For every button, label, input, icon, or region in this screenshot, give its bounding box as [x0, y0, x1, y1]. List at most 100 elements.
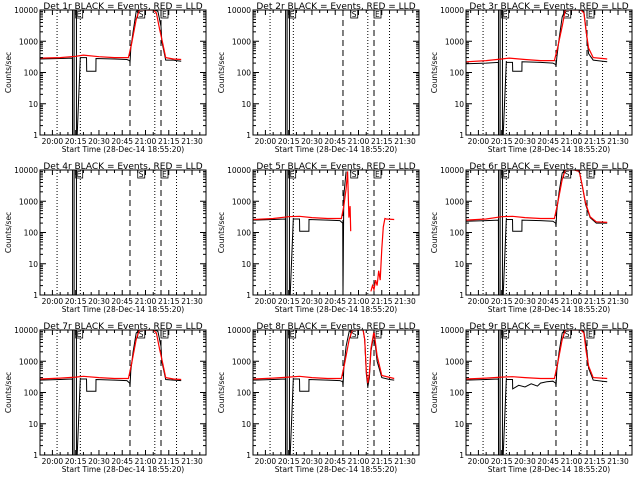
x-tick-label: 21:30 — [607, 457, 629, 466]
series-line-lld-2 — [370, 217, 395, 292]
y-tick-label: 1 — [33, 291, 38, 300]
y-tick-label: 1 — [459, 451, 464, 460]
x-tick-label: 20:30 — [514, 457, 536, 466]
flag-label: S — [352, 170, 357, 179]
y-tick-label: 10 — [241, 260, 251, 269]
x-tick-label: 21:00 — [561, 457, 583, 466]
x-tick-label: 21:00 — [348, 457, 370, 466]
x-axis-label: Start Time (28-Dec-14 18:55:20) — [275, 305, 397, 314]
x-tick-label: 20:45 — [537, 457, 559, 466]
x-axis-label: Start Time (28-Dec-14 18:55:20) — [275, 465, 397, 474]
x-tick-label: 21:00 — [135, 297, 157, 306]
x-tick-label: 20:45 — [537, 297, 559, 306]
flag-label: E — [77, 330, 82, 339]
x-tick-label: 20:15 — [491, 297, 513, 306]
y-tick-label: 10000 — [227, 166, 251, 175]
series-line-events-0 — [466, 170, 608, 295]
y-tick-label: 10 — [454, 100, 464, 109]
x-tick-label: 20:15 — [65, 297, 87, 306]
x-tick-label: 21:15 — [371, 297, 393, 306]
plot-frame — [39, 9, 207, 136]
y-tick-label: 10 — [28, 260, 38, 269]
flag-label: E — [162, 330, 167, 339]
x-tick-label: 21:30 — [607, 137, 629, 146]
y-tick-label: 1 — [33, 451, 38, 460]
y-tick-label: 10000 — [14, 166, 38, 175]
x-tick-label: 20:15 — [65, 137, 87, 146]
x-tick-label: 20:00 — [255, 457, 277, 466]
y-tick-label: 1 — [459, 131, 464, 140]
flag-label: E — [77, 10, 82, 19]
panel-title: Det 4r BLACK = Events, RED = LLD — [43, 162, 202, 172]
panel-title: Det 5r BLACK = Events, RED = LLD — [256, 162, 415, 172]
flag-label: E — [77, 170, 82, 179]
flag-label: E — [162, 170, 167, 179]
x-tick-label: 20:45 — [111, 137, 133, 146]
y-tick-label: 10 — [241, 420, 251, 429]
y-tick-label: 100 — [24, 389, 39, 398]
panel-title: Det 3r BLACK = Events, RED = LLD — [469, 2, 628, 12]
flag-label: S — [352, 10, 357, 19]
x-tick-label: 20:15 — [65, 457, 87, 466]
y-tick-label: 10000 — [440, 166, 464, 175]
y-tick-label: 1000 — [445, 197, 464, 206]
y-tick-label: 1 — [33, 131, 38, 140]
plot-frame — [39, 329, 207, 456]
x-tick-label: 21:15 — [584, 137, 606, 146]
y-tick-label: 1000 — [19, 197, 38, 206]
panel-title: Det 9r BLACK = Events, RED = LLD — [469, 322, 628, 332]
x-tick-label: 20:15 — [491, 137, 513, 146]
x-tick-label: 21:30 — [181, 137, 203, 146]
x-tick-label: 21:15 — [158, 457, 180, 466]
x-tick-label: 21:00 — [561, 137, 583, 146]
x-tick-label: 20:45 — [324, 137, 346, 146]
x-tick-label: 20:45 — [537, 137, 559, 146]
x-axis-label: Start Time (28-Dec-14 18:55:20) — [488, 465, 610, 474]
y-tick-label: 10000 — [14, 326, 38, 335]
x-tick-label: 20:00 — [468, 457, 490, 466]
series-line-events-0 — [253, 171, 347, 295]
plot-frame — [465, 9, 633, 136]
y-tick-label: 100 — [237, 389, 252, 398]
flag-label: E — [588, 170, 593, 179]
x-tick-label: 20:15 — [278, 137, 300, 146]
y-axis-label: Counts/sec — [217, 212, 226, 253]
x-axis-label: Start Time (28-Dec-14 18:55:20) — [488, 305, 610, 314]
flag-label: E — [290, 170, 295, 179]
y-axis-label: Counts/sec — [217, 52, 226, 93]
x-axis-label: Start Time (28-Dec-14 18:55:20) — [62, 305, 184, 314]
panel-title: Det 2r BLACK = Events, RED = LLD — [256, 2, 415, 12]
flag-label: E — [375, 330, 380, 339]
flag-label: S — [565, 330, 570, 339]
x-tick-label: 21:30 — [394, 457, 416, 466]
y-tick-label: 100 — [24, 229, 39, 238]
x-tick-label: 21:00 — [348, 137, 370, 146]
x-tick-label: 20:00 — [42, 137, 64, 146]
x-tick-label: 20:15 — [278, 297, 300, 306]
flag-label: E — [503, 10, 508, 19]
y-tick-label: 10 — [28, 100, 38, 109]
y-tick-label: 100 — [450, 229, 465, 238]
y-tick-label: 1 — [246, 291, 251, 300]
series-line-lld-1 — [253, 330, 395, 384]
flag-label: E — [290, 330, 295, 339]
x-tick-label: 21:30 — [394, 297, 416, 306]
y-axis-label: Counts/sec — [217, 372, 226, 413]
flag-label: E — [375, 170, 380, 179]
series-line-lld-1 — [466, 170, 608, 223]
panel-title: Det 7r BLACK = Events, RED = LLD — [43, 322, 202, 332]
y-tick-label: 10000 — [440, 326, 464, 335]
y-tick-label: 10 — [454, 420, 464, 429]
y-tick-label: 10 — [28, 420, 38, 429]
y-tick-label: 1000 — [19, 37, 38, 46]
x-tick-label: 20:15 — [278, 457, 300, 466]
y-tick-label: 100 — [450, 69, 465, 78]
flag-label: S — [139, 10, 144, 19]
y-tick-label: 1 — [246, 131, 251, 140]
